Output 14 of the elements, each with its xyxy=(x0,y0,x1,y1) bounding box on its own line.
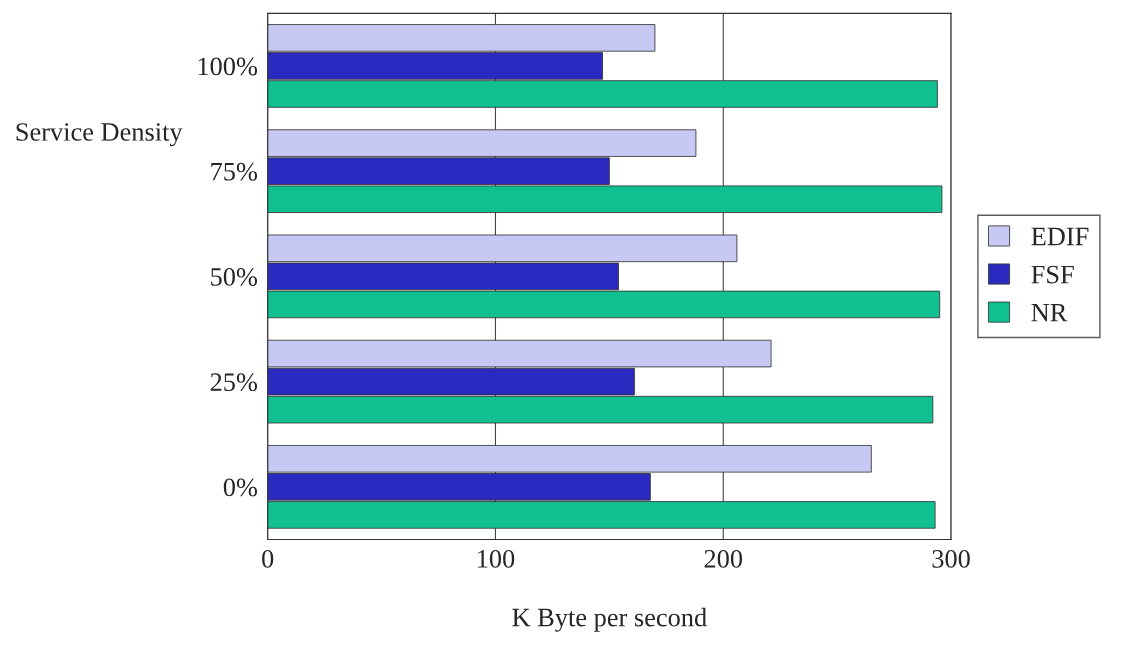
x-axis-title: K Byte per second xyxy=(512,607,707,632)
y-tick-label: 75% xyxy=(211,162,258,181)
y-tick-label: 100% xyxy=(198,57,258,76)
legend-label: FSF xyxy=(1031,265,1074,284)
y-tick-label: 50% xyxy=(211,268,258,286)
legend-label: NR xyxy=(1031,304,1068,322)
y-tick-label: 0% xyxy=(223,478,258,497)
legend-label: EDIF xyxy=(1031,227,1089,246)
x-tick-label: 300 xyxy=(932,549,970,568)
x-tick-label: 200 xyxy=(704,549,743,568)
y-tick-label: 25% xyxy=(210,373,258,392)
y-axis-title: Service Density xyxy=(16,123,183,147)
x-tick-label: 100 xyxy=(477,549,515,568)
x-tick-label: 0 xyxy=(262,549,274,568)
